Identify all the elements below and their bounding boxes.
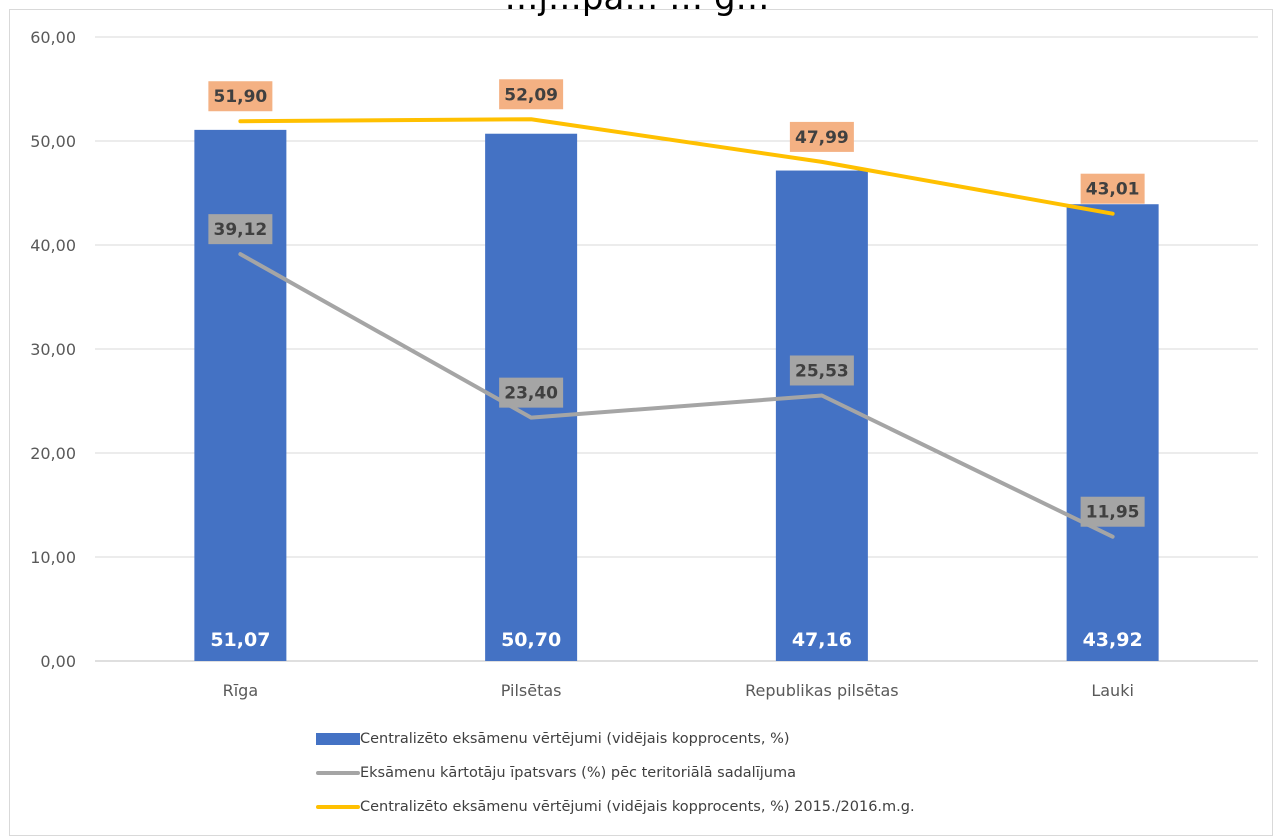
data-label-box (208, 214, 273, 245)
data-label-box (789, 355, 854, 386)
legend-item-share-series: Eksāmenu kārtotāju īpatsvars (%) pēc ter… (316, 756, 915, 790)
y-tick-label: 60,00 (30, 28, 76, 47)
yellow-series-line (238, 117, 1115, 216)
line-data-label: 39,12 (213, 220, 267, 240)
legend-label-bar-series: Centralizēto eksāmenu vērtējumi (vidējai… (360, 731, 790, 747)
line-data-label: 25,53 (795, 361, 849, 381)
legend-label-prev-year-series: Centralizēto eksāmenu vērtējumi (vidējai… (360, 799, 915, 815)
y-tick-label: 40,00 (30, 236, 76, 255)
legend-swatch-bar (316, 733, 360, 745)
legend-swatch-gray-line (316, 771, 360, 775)
bar-data-label: 47,16 (792, 629, 852, 651)
line-data-label: 23,40 (504, 384, 558, 404)
data-label-box (1080, 173, 1145, 204)
legend-item-bar-series: Centralizēto eksāmenu vērtējumi (vidējai… (316, 722, 915, 756)
gray-series-line (238, 252, 1115, 539)
data-label-box (499, 79, 564, 110)
y-tick-label: 50,00 (30, 132, 76, 151)
bar (1066, 204, 1159, 661)
x-tick-label: Republikas pilsētas (745, 681, 898, 700)
line-data-label: 52,09 (504, 85, 558, 105)
data-label-box (208, 81, 273, 112)
y-tick-label: 10,00 (30, 548, 76, 567)
data-label-box (789, 121, 854, 152)
line-data-label: 43,01 (1086, 180, 1140, 200)
bar-data-label: 51,07 (210, 629, 270, 651)
x-tick-label: Rīga (223, 681, 259, 700)
y-tick-label: 30,00 (30, 340, 76, 359)
bar-data-label: 50,70 (501, 629, 561, 651)
y-tick-label: 0,00 (40, 652, 76, 671)
line-data-label: 11,95 (1086, 503, 1140, 523)
bar (194, 129, 287, 661)
data-label-box (499, 377, 564, 408)
y-tick-label: 20,00 (30, 444, 76, 463)
bar-data-label: 43,92 (1083, 629, 1143, 651)
line-data-label: 51,90 (213, 87, 267, 107)
legend-label-share-series: Eksāmenu kārtotāju īpatsvars (%) pēc ter… (360, 765, 796, 781)
x-tick-label: Lauki (1091, 681, 1134, 700)
data-label-box (1080, 496, 1145, 527)
chart-legend: Centralizēto eksāmenu vērtējumi (vidējai… (316, 722, 915, 824)
line-data-label: 47,99 (795, 128, 849, 148)
bar (775, 170, 868, 661)
legend-item-prev-year-series: Centralizēto eksāmenu vērtējumi (vidējai… (316, 790, 915, 824)
chart-title: …j…pa… … g… (0, 0, 1274, 18)
legend-swatch-yellow-line (316, 805, 360, 809)
x-tick-label: Pilsētas (501, 681, 562, 700)
